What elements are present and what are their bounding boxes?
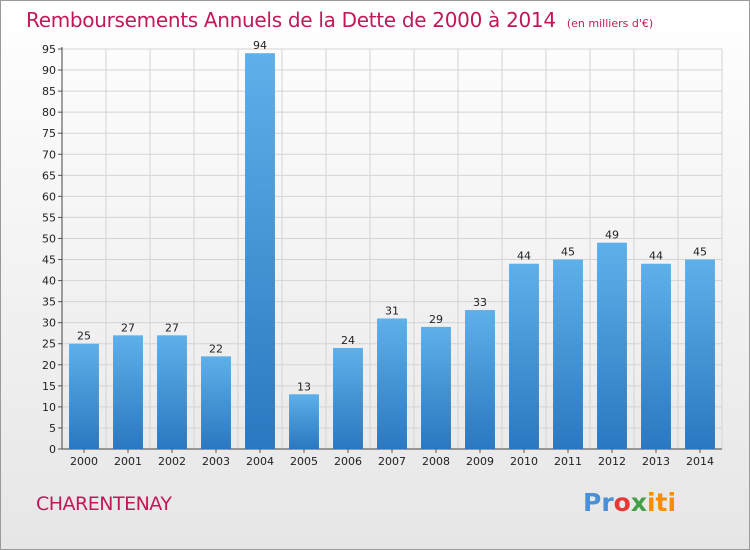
data-label: 27 [165, 321, 179, 334]
bar [641, 264, 671, 449]
x-tick-label: 2006 [334, 455, 362, 468]
x-tick-label: 2001 [114, 455, 142, 468]
bar [597, 243, 627, 449]
town-name: CHARENTENAY [36, 493, 171, 515]
data-label: 94 [253, 39, 267, 52]
y-tick-label: 35 [42, 296, 56, 309]
y-tick-label: 50 [42, 232, 56, 245]
bar [289, 394, 319, 449]
x-tick-label: 2003 [202, 455, 230, 468]
data-label: 22 [209, 342, 223, 355]
data-label: 27 [121, 321, 135, 334]
data-label: 29 [429, 313, 443, 326]
data-label: 13 [297, 380, 311, 393]
x-tick-label: 2007 [378, 455, 406, 468]
data-label: 24 [341, 334, 355, 347]
x-tick-label: 2009 [466, 455, 494, 468]
y-tick-label: 0 [49, 443, 56, 456]
bar [509, 264, 539, 449]
proxiti-logo: Proxiti [583, 488, 676, 517]
x-tick-label: 2000 [70, 455, 98, 468]
logo-part: iti [647, 488, 676, 517]
data-label: 44 [517, 250, 531, 263]
data-label: 45 [693, 246, 707, 259]
bar [201, 356, 231, 449]
y-tick-label: 60 [42, 190, 56, 203]
y-tick-label: 90 [42, 64, 56, 77]
data-label: 33 [473, 296, 487, 309]
logo-part: x [631, 488, 647, 517]
bar [245, 53, 275, 449]
y-tick-label: 85 [42, 85, 56, 98]
y-tick-label: 10 [42, 401, 56, 414]
y-tick-label: 30 [42, 317, 56, 330]
y-tick-label: 15 [42, 380, 56, 393]
bar [465, 310, 495, 449]
bar [157, 335, 187, 449]
bar [377, 318, 407, 449]
x-tick-label: 2002 [158, 455, 186, 468]
x-tick-label: 2013 [642, 455, 670, 468]
data-label: 31 [385, 304, 399, 317]
bar-chart: 0 5 10 15 20 25 30 35 40 45 50 55 60 65 70 75 80 85 90 95 25… [0, 0, 750, 550]
y-tick-label: 20 [42, 359, 56, 372]
bar [69, 344, 99, 449]
bar [553, 260, 583, 449]
x-tick-label: 2010 [510, 455, 538, 468]
bar [421, 327, 451, 449]
y-tick-label: 25 [42, 338, 56, 351]
y-tick-label: 95 [42, 43, 56, 56]
x-tick-label: 2004 [246, 455, 274, 468]
data-label: 25 [77, 330, 91, 343]
y-tick-label: 55 [42, 211, 56, 224]
y-tick-label: 80 [42, 106, 56, 119]
y-tick-label: 65 [42, 169, 56, 182]
data-label: 45 [561, 246, 575, 259]
y-tick-label: 75 [42, 127, 56, 140]
bar [333, 348, 363, 449]
data-label: 49 [605, 229, 619, 242]
x-tick-label: 2012 [598, 455, 626, 468]
y-tick-label: 45 [42, 254, 56, 267]
logo-part: Pr [583, 488, 614, 517]
data-label: 44 [649, 250, 663, 263]
y-tick-label: 5 [49, 422, 56, 435]
x-tick-label: 2005 [290, 455, 318, 468]
bar [113, 335, 143, 449]
y-tick-label: 70 [42, 148, 56, 161]
y-tick-label: 40 [42, 275, 56, 288]
x-tick-label: 2014 [686, 455, 714, 468]
x-tick-label: 2008 [422, 455, 450, 468]
bar [685, 260, 715, 449]
x-tick-label: 2011 [554, 455, 582, 468]
logo-part: o [614, 488, 631, 517]
